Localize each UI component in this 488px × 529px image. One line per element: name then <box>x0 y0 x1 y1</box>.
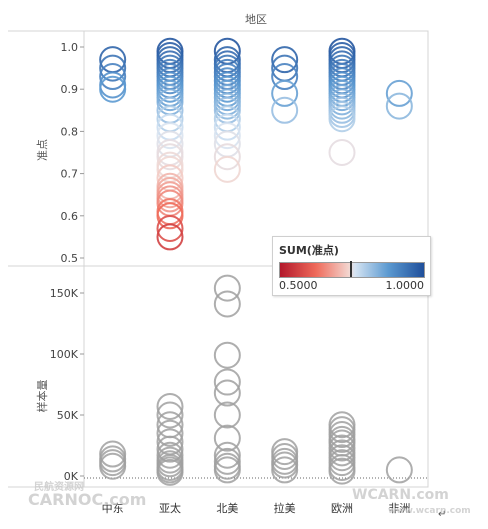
ontime-point <box>385 79 413 107</box>
y-tick-label-bottom: 50K <box>57 409 79 422</box>
ontime-point <box>99 75 127 103</box>
ontime-point <box>156 122 184 150</box>
category-label: 欧洲 <box>331 502 353 515</box>
color-legend[interactable]: SUM(准点) 0.5000 1.0000 <box>272 236 431 296</box>
sample-size-point <box>213 379 241 407</box>
sample-size-point <box>213 290 241 318</box>
ontime-point <box>213 122 241 150</box>
ontime-point <box>213 113 241 141</box>
y-tick-label-top: 0.9 <box>61 83 79 96</box>
ontime-point <box>99 54 127 82</box>
watermark-right-main: WCARN.com <box>352 487 449 503</box>
watermark-right-bottom: www.wcarn.com <box>388 506 471 516</box>
y-tick-label-top: 0.8 <box>61 125 79 138</box>
sample-size-point <box>385 456 413 484</box>
y-tick-label-top: 0.5 <box>61 252 79 265</box>
bottom-pane-frame <box>83 265 429 488</box>
ontime-point <box>385 92 413 120</box>
y-tick-label-top: 0.6 <box>61 210 79 223</box>
sample-size-point <box>156 419 184 447</box>
ontime-point <box>271 46 299 74</box>
ontime-point <box>328 139 356 166</box>
sample-size-point <box>328 457 356 485</box>
ontime-point <box>213 155 241 183</box>
sample-size-point <box>271 456 299 484</box>
ontime-point <box>213 143 241 171</box>
ontime-point <box>271 96 299 124</box>
category-label: 非洲 <box>388 502 410 515</box>
legend-max-label: 1.0000 <box>385 279 425 292</box>
y-tick-label-top: 1.0 <box>61 41 79 54</box>
sample-size-point <box>213 401 241 429</box>
ontime-point <box>156 223 184 251</box>
ontime-point <box>99 63 127 91</box>
sample-size-point <box>213 274 241 302</box>
sample-size-point <box>213 368 241 396</box>
sample-size-point <box>213 441 241 469</box>
ontime-point <box>156 202 184 230</box>
sample-size-point <box>213 424 241 452</box>
legend-title: SUM(准点) <box>279 244 339 257</box>
ontime-point <box>156 143 184 171</box>
y-tick-label-bottom: 150K <box>50 287 79 300</box>
legend-min-label: 0.5000 <box>279 279 318 292</box>
y-tick-label-top: 0.7 <box>61 168 79 181</box>
category-label: 中东 <box>102 502 124 515</box>
chart-title: 地区 <box>245 13 267 26</box>
sample-size-point <box>213 341 241 369</box>
sample-size-point <box>156 458 184 486</box>
category-label: 拉美 <box>274 501 296 515</box>
category-label: 亚太 <box>159 502 181 515</box>
legend-gradient-bar <box>279 262 425 278</box>
y-axis-title-bottom: 样本量 <box>35 380 49 413</box>
watermark-left-main: CARNOC.com <box>28 490 147 509</box>
sample-size-point <box>156 435 184 463</box>
ontime-point <box>328 105 356 133</box>
y-axis-title-top: 准点 <box>36 139 49 161</box>
y-tick-label-bottom: 0K <box>64 470 79 483</box>
sample-size-point <box>213 456 241 484</box>
ontime-point <box>271 79 299 107</box>
sample-size-point <box>156 392 184 420</box>
corner-mark: ↵ <box>438 509 447 520</box>
watermark-left-top: 民航资源网 <box>34 482 84 493</box>
ontime-point <box>156 214 184 242</box>
sample-size-point <box>99 452 127 480</box>
category-label: 北美 <box>216 502 238 515</box>
legend-marker <box>350 261 352 277</box>
ontime-point <box>271 63 299 91</box>
y-tick-label-bottom: 100K <box>50 348 79 361</box>
sample-size-point <box>156 401 184 429</box>
top-pane-frame <box>83 30 429 267</box>
